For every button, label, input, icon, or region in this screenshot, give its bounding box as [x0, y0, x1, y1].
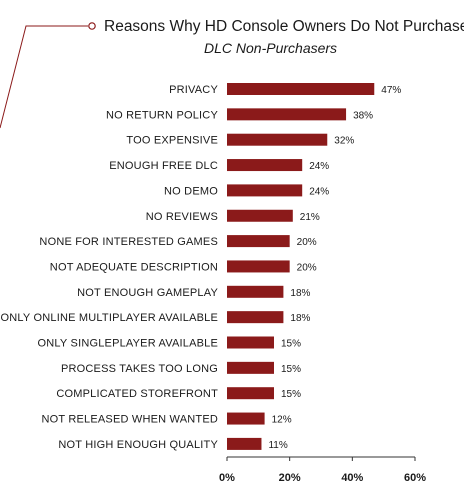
bar-value-label: 15%	[281, 339, 301, 350]
bar	[227, 184, 303, 197]
category-label: ONLY SINGLEPLAYER AVAILABLE	[38, 338, 218, 350]
category-label: NOT HIGH ENOUGH QUALITY	[58, 439, 218, 451]
bar-value-label: 18%	[290, 313, 310, 324]
bar-value-label: 38%	[353, 110, 373, 121]
x-tick-label: 0%	[219, 472, 235, 484]
bars	[227, 83, 375, 450]
bar	[227, 311, 284, 324]
bar	[227, 412, 265, 425]
bar	[227, 83, 375, 95]
bar	[227, 235, 290, 248]
bar-value-label: 20%	[297, 237, 317, 248]
bar-value-label: 11%	[268, 440, 287, 451]
category-label: NOT ADEQUATE DESCRIPTION	[50, 261, 218, 273]
x-tick-label: 40%	[341, 472, 363, 484]
bar-value-label: 15%	[281, 389, 301, 400]
category-label: NOT RELEASED WHEN WANTED	[41, 414, 218, 426]
chart-title: Reasons Why HD Console Owners Do Not Pur…	[104, 18, 464, 35]
bar-value-label: 21%	[300, 212, 320, 223]
bar-value-label: 12%	[272, 415, 292, 426]
bar	[227, 437, 262, 450]
title-connector-dot	[88, 22, 96, 30]
category-label: COMPLICATED STOREFRONT	[56, 388, 218, 400]
bar	[227, 260, 290, 273]
category-label: NO DEMO	[164, 185, 218, 197]
bar	[227, 285, 284, 298]
x-tick-label: 60%	[404, 472, 426, 484]
bar-value-label: 32%	[334, 136, 354, 147]
category-label: ENOUGH FREE DLC	[109, 160, 218, 172]
category-label: PROCESS TAKES TOO LONG	[61, 363, 218, 375]
category-label: NONE FOR INTERESTED GAMES	[39, 236, 218, 248]
category-label: NOT ENOUGH GAMEPLAY	[77, 287, 218, 299]
bar	[227, 133, 328, 146]
bar	[227, 159, 303, 172]
bar	[227, 361, 274, 374]
bar	[227, 108, 347, 121]
bar-value-label: 24%	[309, 161, 329, 172]
bar-value-label: 18%	[290, 288, 310, 299]
value-labels: 47% 38% 32% 24% 24% 21% 20% 20% 18% 18% 15% 15% 15% 1…	[268, 85, 401, 451]
title-connector-line	[0, 25, 88, 129]
x-tick-label: 20%	[279, 472, 301, 484]
bar	[227, 209, 293, 222]
category-label: NO RETURN POLICY	[106, 109, 218, 121]
chart-subtitle: DLC Non-Purchasers	[204, 40, 337, 56]
bar-value-label: 47%	[381, 85, 401, 96]
category-label: PRIVACY	[169, 84, 218, 96]
bar-value-label: 24%	[309, 186, 329, 197]
bar-value-label: 15%	[281, 364, 301, 375]
category-label: ONLY ONLINE MULTIPLAYER AVAILABLE	[0, 312, 218, 324]
bar	[227, 336, 274, 349]
category-label: TOO EXPENSIVE	[126, 135, 218, 147]
bar-value-label: 20%	[297, 262, 317, 273]
category-label: NO REVIEWS	[146, 211, 218, 223]
category-labels: PRIVACY NO RETURN POLICY TOO EXPENSIVE ENOU…	[0, 84, 218, 451]
x-axis-ticks: 0% 20% 40% 60%	[219, 457, 426, 484]
bar	[227, 387, 274, 400]
